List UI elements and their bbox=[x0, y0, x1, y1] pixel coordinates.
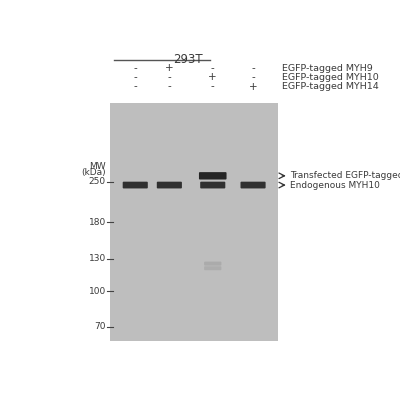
Text: +: + bbox=[249, 82, 257, 92]
Text: -: - bbox=[211, 63, 215, 73]
Text: -: - bbox=[133, 72, 137, 82]
FancyBboxPatch shape bbox=[199, 172, 226, 180]
FancyBboxPatch shape bbox=[110, 104, 278, 341]
FancyBboxPatch shape bbox=[157, 182, 182, 188]
FancyBboxPatch shape bbox=[204, 266, 222, 270]
FancyBboxPatch shape bbox=[123, 182, 148, 188]
Text: +: + bbox=[208, 72, 217, 82]
Text: 70: 70 bbox=[94, 322, 106, 331]
Text: +: + bbox=[165, 63, 174, 73]
Text: EGFP-tagged MYH9: EGFP-tagged MYH9 bbox=[282, 64, 373, 72]
Text: -: - bbox=[133, 63, 137, 73]
Text: -: - bbox=[251, 72, 255, 82]
Text: Transfected EGFP-tagged MYH10: Transfected EGFP-tagged MYH10 bbox=[290, 171, 400, 180]
Text: Endogenous MYH10: Endogenous MYH10 bbox=[290, 180, 380, 190]
Text: -: - bbox=[168, 82, 171, 92]
Text: -: - bbox=[211, 82, 215, 92]
Text: 130: 130 bbox=[88, 254, 106, 264]
FancyBboxPatch shape bbox=[240, 182, 266, 188]
Text: 180: 180 bbox=[88, 218, 106, 226]
Text: 293T: 293T bbox=[173, 53, 203, 66]
Text: 100: 100 bbox=[88, 287, 106, 296]
Text: EGFP-tagged MYH14: EGFP-tagged MYH14 bbox=[282, 82, 379, 91]
Text: EGFP-tagged MYH10: EGFP-tagged MYH10 bbox=[282, 73, 379, 82]
Text: -: - bbox=[251, 63, 255, 73]
Text: MW: MW bbox=[89, 162, 106, 171]
Text: 250: 250 bbox=[89, 178, 106, 186]
Text: -: - bbox=[133, 82, 137, 92]
FancyBboxPatch shape bbox=[200, 182, 225, 188]
Text: -: - bbox=[168, 72, 171, 82]
FancyBboxPatch shape bbox=[204, 262, 222, 266]
Text: (kDa): (kDa) bbox=[81, 168, 106, 177]
